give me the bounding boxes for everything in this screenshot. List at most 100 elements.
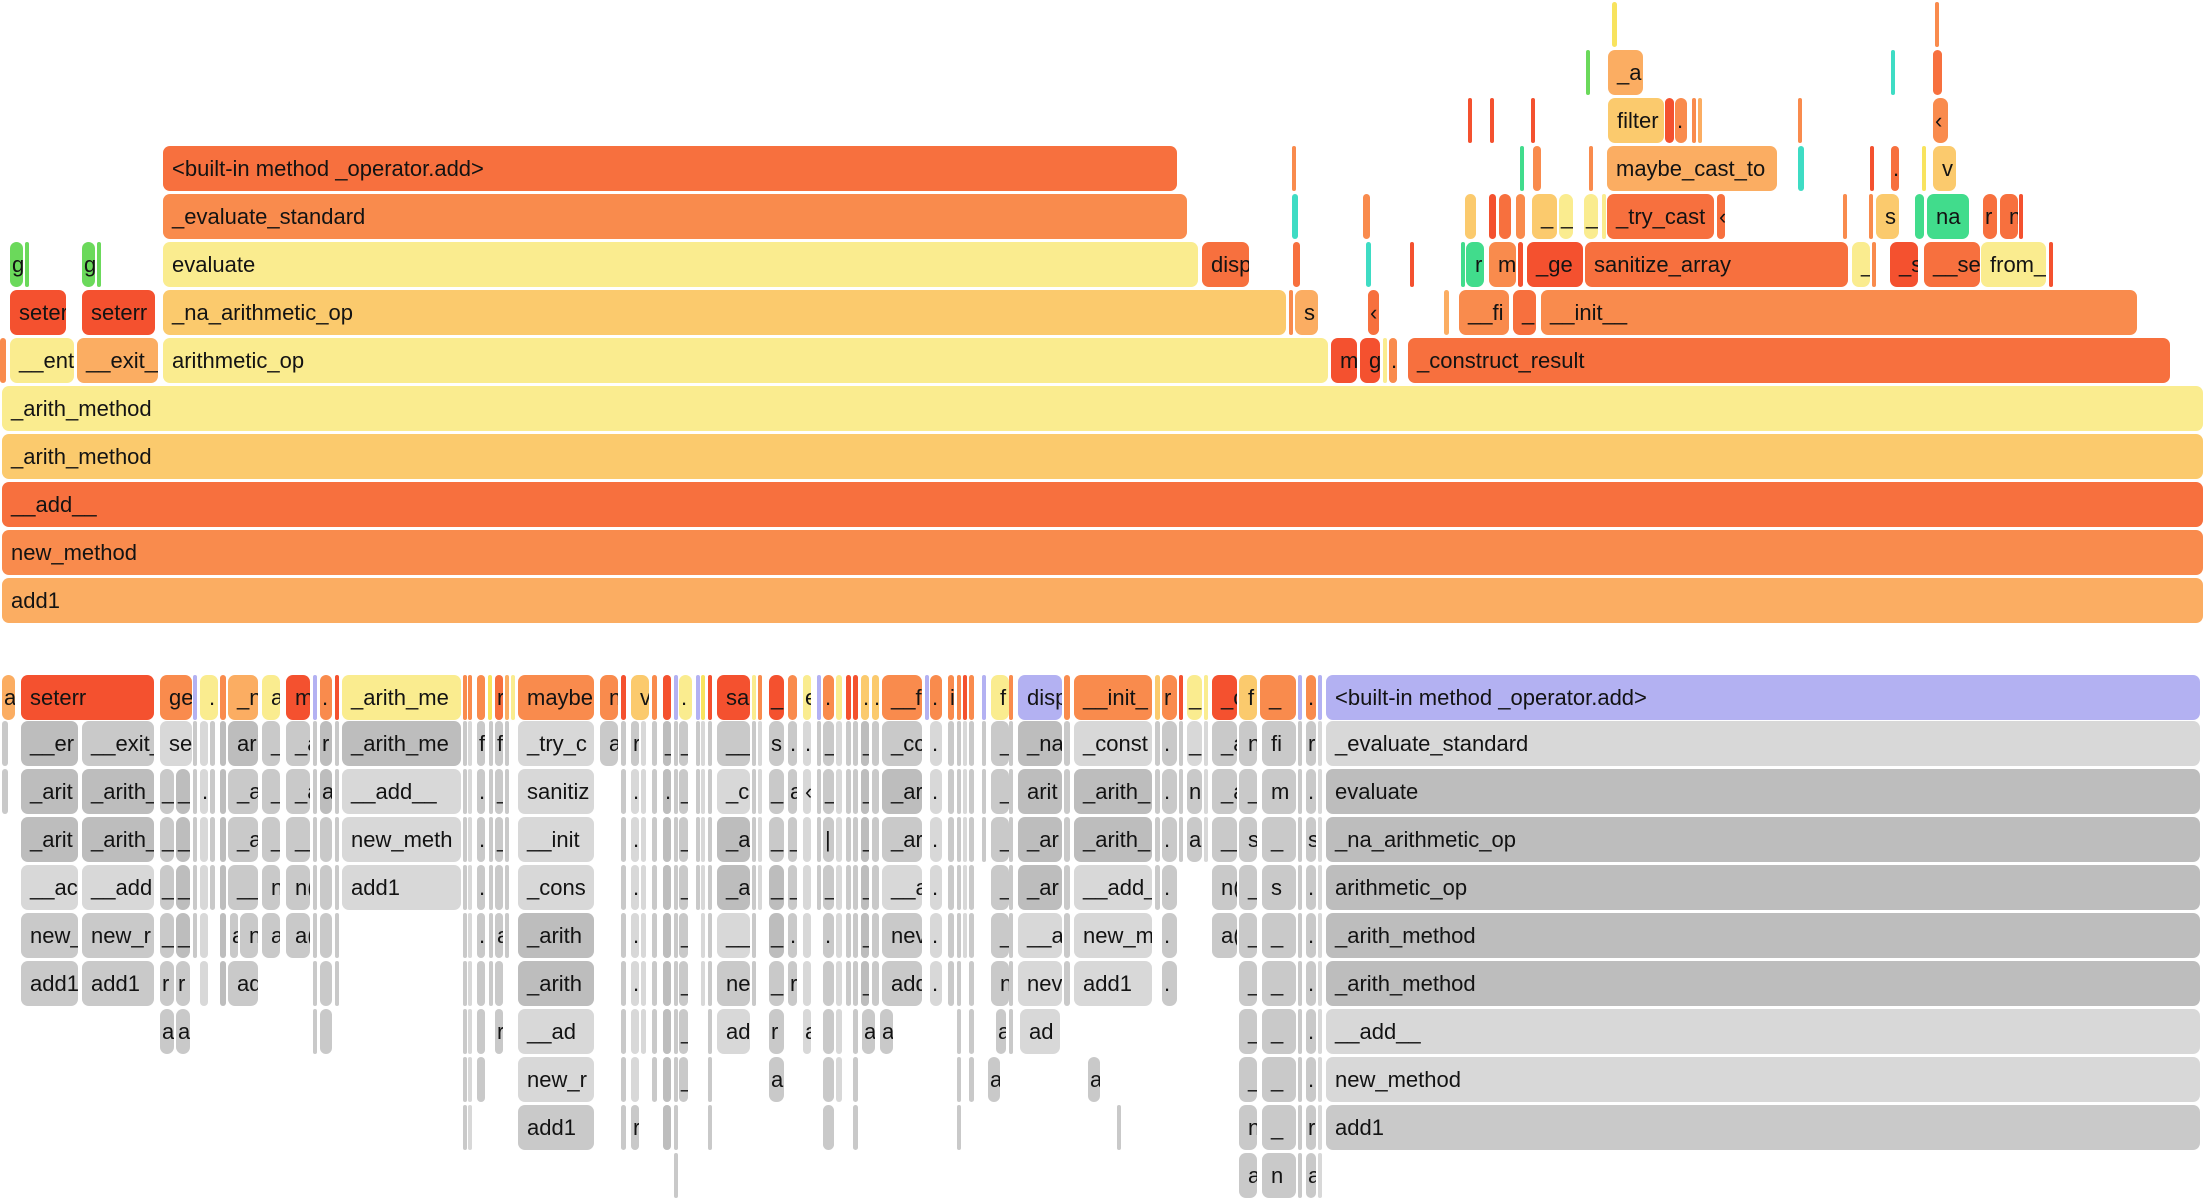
frame-se[interactable]: se [160, 721, 192, 766]
frame-sliver[interactable] [210, 769, 215, 814]
frame-sliver[interactable] [708, 865, 712, 910]
frame-sliver[interactable]: _ [991, 721, 1009, 766]
frame-sliver[interactable] [708, 721, 712, 766]
frame-sliver[interactable] [193, 865, 197, 910]
frame-sliver[interactable] [641, 865, 646, 910]
frame-maybe[interactable]: maybe [518, 675, 594, 720]
frame-sliver[interactable] [1499, 194, 1511, 239]
frame-sliver[interactable]: _ [1559, 194, 1573, 239]
frame-sliver[interactable] [210, 817, 215, 862]
frame-sliver[interactable]: _ [679, 1057, 688, 1102]
frame-sliver[interactable]: . [823, 913, 834, 958]
frame-r[interactable]: r [176, 961, 190, 1006]
frame-arith[interactable]: _arith_ [82, 769, 154, 814]
frame-sliver[interactable] [853, 721, 858, 766]
frame-sliver[interactable]: _ [176, 865, 190, 910]
frame-sliver[interactable]: _ [1852, 242, 1870, 287]
frame-new-r[interactable]: new_r [518, 1057, 594, 1102]
frame-sliver[interactable] [957, 817, 961, 862]
frame-sliver[interactable] [505, 865, 509, 910]
frame-sliver[interactable] [963, 913, 967, 958]
frame-e[interactable]: e [803, 675, 811, 720]
frame-sliver[interactable] [220, 721, 226, 766]
frame-sliver[interactable] [872, 817, 879, 862]
frame-sliver[interactable] [477, 1057, 485, 1102]
frame-sliver[interactable]: . [477, 769, 485, 814]
frame-sliver[interactable] [963, 675, 967, 720]
frame-sliver[interactable] [220, 865, 226, 910]
frame-add1[interactable]: add1 [518, 1105, 594, 1150]
frame-n[interactable]: n [600, 675, 618, 720]
frame-sliver[interactable] [1363, 194, 1370, 239]
frame-sliver[interactable] [1318, 1057, 1322, 1102]
frame-new-r[interactable]: new_r [82, 913, 154, 958]
frame-a[interactable]: _a [717, 865, 750, 910]
frame-sliver[interactable]: . [477, 817, 485, 862]
frame-sliver[interactable] [752, 721, 756, 766]
frame-sliver[interactable] [1009, 817, 1013, 862]
frame-sliver[interactable] [846, 817, 851, 862]
frame-sliver[interactable] [708, 961, 712, 1006]
frame-sliver[interactable] [663, 913, 671, 958]
frame-sliver[interactable] [969, 913, 974, 958]
frame-sliver[interactable] [788, 675, 797, 720]
frame-sliver[interactable] [1064, 865, 1070, 910]
frame-sliver[interactable] [468, 769, 472, 814]
frame-sliver[interactable] [957, 1057, 961, 1102]
frame-sliver[interactable]: . [631, 865, 639, 910]
frame-sliver[interactable] [982, 817, 986, 862]
frame-sliver[interactable] [97, 242, 101, 287]
frame-sliver[interactable]: . [1306, 913, 1316, 958]
frame-sliver[interactable] [621, 769, 626, 814]
frame-arith[interactable]: _arith [518, 913, 594, 958]
frame-n[interactable]: _n [228, 675, 258, 720]
frame-arithmetic-op[interactable]: arithmetic_op [1326, 865, 2200, 910]
frame-n[interactable]: n [2000, 194, 2018, 239]
frame-sliver[interactable]: ‹ [803, 769, 811, 814]
frame-sliver[interactable] [621, 1105, 626, 1150]
frame-sliver[interactable]: _ [1239, 1009, 1257, 1054]
frame-sliver[interactable] [1612, 2, 1617, 47]
frame-sliver[interactable] [969, 961, 974, 1006]
frame-sliver[interactable] [963, 865, 967, 910]
frame-sliver[interactable]: _ [1187, 675, 1202, 720]
frame-sliver[interactable]: _ [1262, 913, 1296, 958]
frame-sliver[interactable]: __ [717, 913, 750, 958]
frame-a[interactable]: a [788, 769, 797, 814]
frame-sliver[interactable] [663, 1009, 671, 1054]
frame-seterr[interactable]: seterr [10, 290, 66, 335]
frame-sliver[interactable] [335, 675, 339, 720]
frame-sliver[interactable] [758, 769, 762, 814]
frame-sliver[interactable] [957, 675, 961, 720]
frame-sliver[interactable] [1298, 769, 1302, 814]
frame-sliver[interactable] [948, 865, 954, 910]
frame-sliver[interactable]: __ [1212, 817, 1237, 862]
frame-sliver[interactable]: _ [823, 865, 834, 910]
frame-sliver[interactable] [200, 913, 208, 958]
frame-sliver[interactable] [1518, 242, 1523, 287]
frame-evaluate-standard[interactable]: _evaluate_standard [163, 194, 1187, 239]
frame-sliver[interactable] [1298, 1153, 1302, 1198]
frame-sliver[interactable] [220, 961, 226, 1006]
frame-init[interactable]: __init__ [1541, 290, 2137, 335]
frame-sliver[interactable]: . [1162, 769, 1177, 814]
frame-r[interactable]: r [1983, 194, 1997, 239]
frame-sliver[interactable] [803, 913, 811, 958]
frame-sliver[interactable] [1922, 146, 1926, 191]
frame-sliver[interactable]: . [663, 769, 671, 814]
frame-sliver[interactable] [853, 1009, 858, 1054]
frame-evaluate[interactable]: evaluate [1326, 769, 2200, 814]
frame-c[interactable]: _c [1212, 675, 1237, 720]
frame-sliver[interactable] [853, 1057, 858, 1102]
frame-sliver[interactable] [335, 817, 339, 862]
frame-sliver[interactable] [468, 1057, 472, 1102]
frame-sliver[interactable] [641, 961, 646, 1006]
frame-sliver[interactable] [969, 1057, 974, 1102]
frame-sliver[interactable]: _ [679, 961, 688, 1006]
frame-sliver[interactable] [846, 961, 851, 1006]
frame-sliver[interactable]: _ [1239, 913, 1257, 958]
frame-arith-method[interactable]: _arith_method [1326, 913, 2200, 958]
frame-sliver[interactable]: . [861, 675, 869, 720]
frame-sliver[interactable]: _ [1262, 817, 1296, 862]
frame-sliver[interactable] [758, 675, 762, 720]
